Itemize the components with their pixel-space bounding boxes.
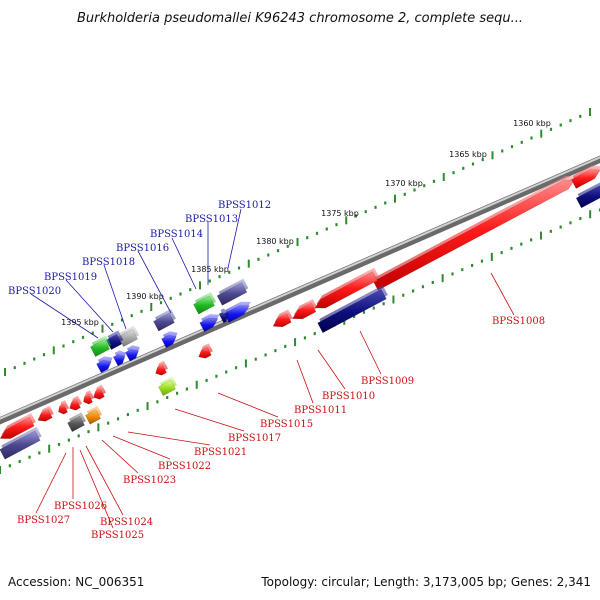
gene-BPSS1024: [83, 393, 93, 405]
scale-label: 1395 kbp: [61, 318, 99, 327]
gene-label-BPSS1017: BPSS1017: [228, 433, 281, 444]
gene-BPSS1022: [67, 415, 85, 433]
gene-label-BPSS1024: BPSS1024: [100, 517, 153, 528]
gene-BPSS1014: [193, 295, 215, 315]
gene-BPSS1021: [158, 379, 176, 397]
scale-label: 1370 kbp: [385, 179, 423, 188]
gene-red: [155, 364, 167, 376]
leader-line: [35, 452, 67, 514]
leader-line: [103, 264, 127, 330]
gene-label-BPSS1026: BPSS1026: [54, 501, 107, 512]
genome-tracks: 1360 kbp 1365 kbp 1370 kbp 1375 kbp 1380 kbp…: [0, 108, 600, 541]
gene-label-BPSS1020: BPSS1020: [8, 286, 61, 297]
gene-BPSS1008: [372, 179, 575, 291]
gene-BPSS1010: [314, 271, 378, 309]
leader-line: [112, 435, 171, 460]
leader-line: [174, 408, 245, 432]
scale-label: 1365 kbp: [449, 150, 487, 159]
leader-line: [127, 431, 211, 446]
leader-line: [171, 237, 197, 290]
gene-label-BPSS1015: BPSS1015: [260, 419, 313, 430]
leader-line: [79, 449, 114, 529]
gene-orange: [85, 409, 101, 425]
map-title: Burkholderia pseudomallei K96243 chromos…: [77, 11, 523, 26]
scale-label: 1380 kbp: [256, 237, 294, 246]
scale-label: 1390 kbp: [126, 292, 164, 301]
gene-BPSS1018: [105, 333, 123, 351]
gene-label-BPSS1011: BPSS1011: [294, 405, 347, 416]
gene-label-BPSS1021: BPSS1021: [194, 447, 247, 458]
leader-line: [296, 359, 314, 404]
gene-blue: [112, 354, 125, 367]
gene-label-BPSS1014: BPSS1014: [150, 229, 203, 240]
backbone-highlight: [0, 156, 600, 420]
gene-navy: [218, 312, 227, 324]
gene-label-BPSS1025: BPSS1025: [91, 530, 144, 541]
gene-BPSS1027: [37, 409, 53, 422]
gene-label-BPSS1016: BPSS1016: [116, 243, 169, 254]
gene-blue: [161, 334, 177, 349]
gene-BPSS1009: [317, 288, 387, 334]
leader-line: [101, 439, 139, 474]
gene-BPSS1015: [272, 313, 292, 328]
gene-BPSS1026: [58, 403, 68, 415]
accession-text: Accession: NC_006351: [8, 575, 144, 589]
gene-BPSS1019: [90, 339, 110, 357]
gene-label-BPSS1012: BPSS1012: [218, 200, 271, 211]
gene-BPSS1012: [216, 282, 248, 306]
gene-label-BPSS1018: BPSS1018: [82, 257, 135, 268]
gene-BPSS1016: [153, 312, 175, 332]
gene-label-BPSS1019: BPSS1019: [44, 272, 97, 283]
backbone: [0, 155, 600, 425]
leader-line: [359, 330, 382, 375]
gene-label-BPSS1022: BPSS1022: [158, 461, 211, 472]
scale-label: 1375 kbp: [321, 209, 359, 218]
gene-label-BPSS1013: BPSS1013: [185, 214, 238, 225]
gene-BPSS1023: [93, 388, 105, 400]
leader-line: [490, 272, 515, 316]
leader-line: [227, 208, 242, 269]
gene-red: [571, 169, 600, 189]
gene-blue: [199, 317, 219, 332]
gene-slate: [0, 430, 41, 460]
leader-line: [85, 445, 124, 516]
gene-BPSS1013: [223, 305, 250, 323]
genome-summary-text: Topology: circular; Length: 3,173,005 bp…: [260, 575, 591, 589]
leader-line: [65, 279, 114, 333]
gene-label-BPSS1008: BPSS1008: [492, 316, 545, 327]
gene-red: [0, 416, 35, 439]
scale-label: 1360 kbp: [513, 119, 551, 128]
leader-line: [30, 293, 99, 339]
gene-BPSS1011: [291, 302, 317, 320]
gene-navy: [575, 185, 600, 209]
leader-line: [217, 392, 279, 418]
leader-line: [317, 349, 346, 390]
gene-blue: [125, 349, 139, 362]
gene-BPSS1017: [198, 346, 212, 359]
leader-line: [137, 250, 172, 314]
gene-BPSS1025: [69, 399, 81, 411]
gene-label-BPSS1027: BPSS1027: [17, 515, 70, 526]
gene-label-BPSS1010: BPSS1010: [322, 391, 375, 402]
scale-label: 1385 kbp: [191, 265, 229, 274]
gene-label-BPSS1009: BPSS1009: [361, 376, 414, 387]
gene-BPSS1020: [96, 359, 112, 374]
gene-label-BPSS1023: BPSS1023: [123, 475, 176, 486]
gene-grey: [118, 329, 138, 347]
